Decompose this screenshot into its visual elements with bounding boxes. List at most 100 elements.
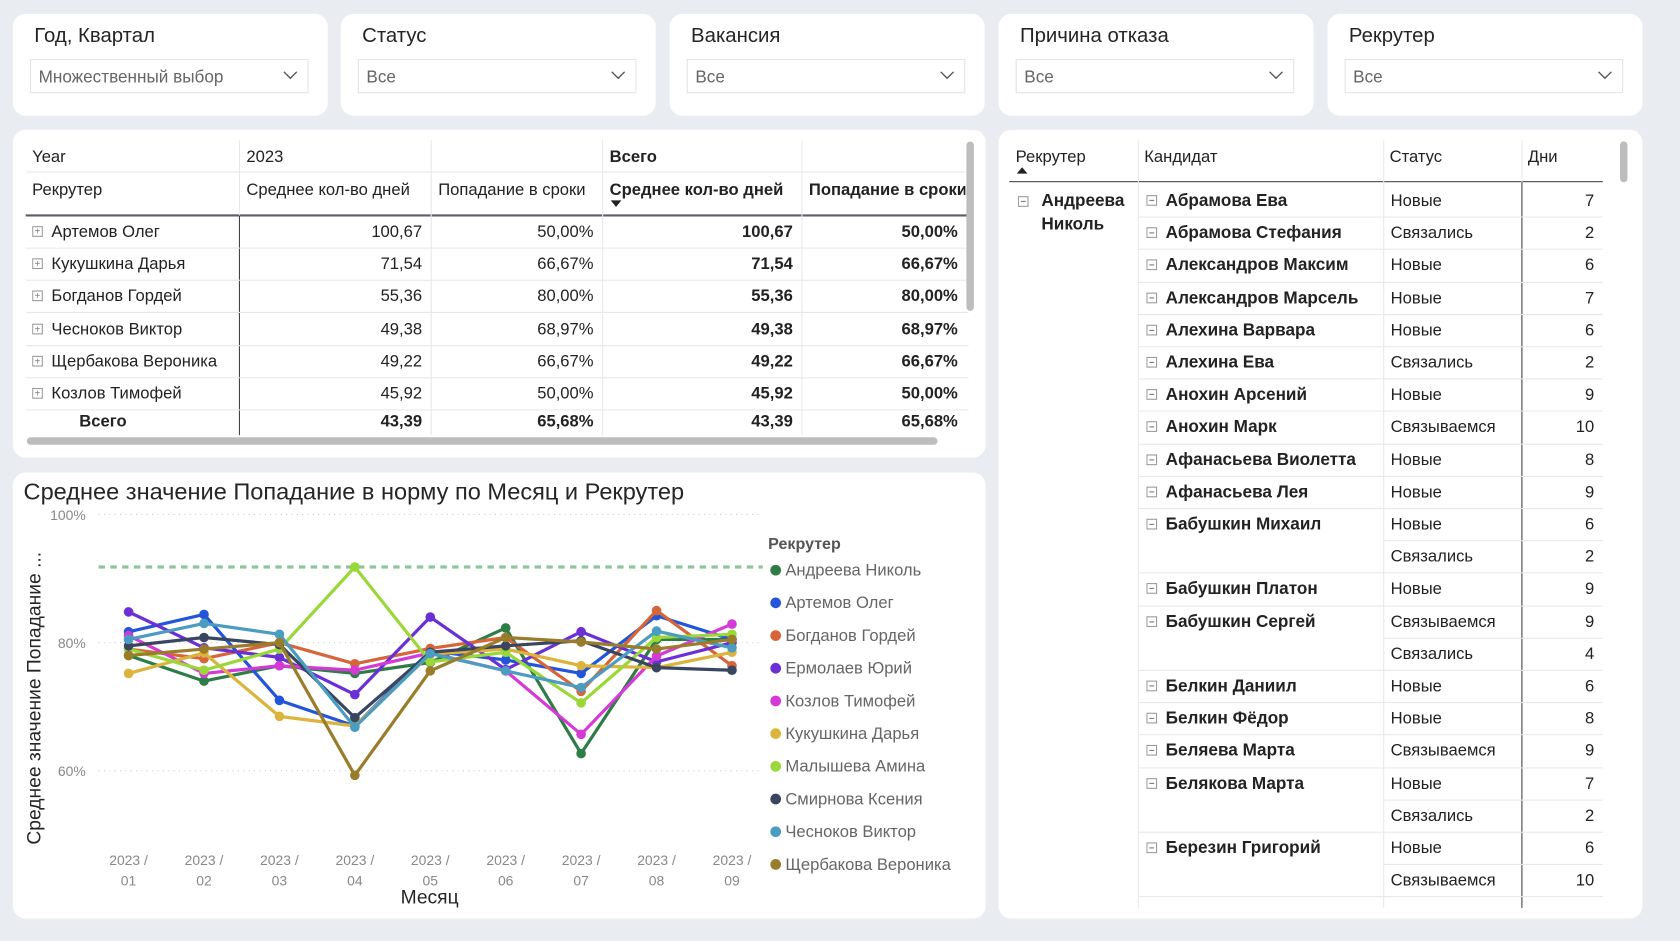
days-cell: 10: [1575, 418, 1595, 437]
x-axis-title: Месяц: [401, 888, 459, 909]
days-cell: 2: [1585, 353, 1595, 372]
candidate-name[interactable]: − Бабушкин Платон: [1146, 580, 1387, 599]
collapse-icon[interactable]: −: [1146, 454, 1158, 465]
collapse-icon[interactable]: −: [1146, 615, 1158, 627]
candidate-name[interactable]: − Белякова Марта: [1146, 774, 1387, 793]
expand-icon[interactable]: +: [32, 323, 43, 334]
collapse-icon[interactable]: −: [1146, 356, 1158, 368]
detail-column-header[interactable]: Статус: [1390, 148, 1520, 167]
collapse-icon[interactable]: −: [1146, 842, 1158, 854]
collapse-icon[interactable]: −: [1146, 227, 1158, 239]
data-point: [199, 665, 209, 676]
candidate-name[interactable]: − Беляева Марта: [1146, 742, 1387, 761]
filter-dropdown[interactable]: Все: [1015, 58, 1295, 94]
expand-icon[interactable]: +: [32, 355, 43, 367]
expand-icon[interactable]: +: [32, 387, 43, 399]
matrix-vertical-scrollbar[interactable]: [966, 141, 974, 311]
collapse-icon[interactable]: −: [1146, 324, 1158, 336]
days-cell: 9: [1585, 612, 1595, 631]
column-header[interactable]: Попадание в сроки: [438, 181, 601, 200]
days-cell: 8: [1585, 709, 1595, 728]
legend-marker: [770, 630, 782, 641]
data-point: [274, 695, 285, 706]
column-header[interactable]: Среднее кол-во дней: [610, 181, 801, 200]
filter-dropdown[interactable]: Все: [1344, 58, 1624, 94]
collapse-icon[interactable]: −: [1146, 486, 1158, 498]
matrix-cell: 55,36: [751, 287, 793, 306]
data-point: [651, 626, 662, 636]
collapse-icon[interactable]: −: [1146, 583, 1158, 595]
collapse-icon[interactable]: −: [1146, 389, 1158, 400]
candidate-name[interactable]: − Афанасьева Виолетта: [1146, 451, 1387, 470]
data-point: [576, 682, 586, 693]
expand-icon[interactable]: +: [32, 226, 43, 237]
collapse-icon[interactable]: −: [1146, 680, 1158, 692]
matrix-row-label[interactable]: + Чесноков Виктор: [32, 320, 241, 339]
filter-title: Рекрутер: [1348, 24, 1435, 48]
collapse-icon[interactable]: −: [1146, 195, 1158, 206]
candidate-label: Алехина Варвара: [1165, 321, 1315, 340]
detail-column-header[interactable]: Рекрутер: [1016, 148, 1136, 167]
total-cell: 43,39: [751, 412, 793, 431]
data-point: [350, 770, 360, 781]
expand-icon[interactable]: +: [32, 290, 43, 302]
days-cell: 9: [1585, 386, 1595, 405]
collapse-icon[interactable]: −: [1146, 777, 1158, 789]
matrix-cell: 50,00%: [901, 222, 958, 242]
candidate-name[interactable]: − Алехина Ева: [1146, 354, 1387, 373]
total-row-label: Всего: [79, 412, 127, 431]
column-header[interactable]: Попадание в сроки: [809, 181, 965, 200]
status-cell: Новые: [1390, 321, 1442, 340]
detail-vertical-scrollbar[interactable]: [1619, 141, 1628, 183]
filter-card: Статус Все: [340, 13, 656, 116]
collapse-icon[interactable]: −: [1146, 292, 1158, 303]
collapse-icon[interactable]: −: [1146, 421, 1158, 433]
collapse-icon[interactable]: −: [1017, 196, 1029, 207]
x-tick-label: 2023 /04: [335, 852, 374, 888]
candidate-name[interactable]: − Абрамова Стефания: [1146, 224, 1387, 243]
data-point: [500, 632, 511, 643]
collapse-icon[interactable]: −: [1146, 745, 1158, 757]
collapse-icon[interactable]: −: [1146, 712, 1158, 724]
recruiter-matrix-card: Year 2023 Всего Рекрутер Среднее кол-во дней…: [12, 129, 986, 458]
data-point: [123, 650, 134, 661]
total-group-header: Всего: [609, 147, 657, 167]
collapse-icon[interactable]: −: [1146, 259, 1158, 271]
candidate-name[interactable]: − Белкин Даниил: [1146, 677, 1387, 696]
data-point: [727, 665, 737, 676]
column-header-label: Попадание в сроки: [438, 181, 586, 200]
candidate-label: Бабушкин Михаил: [1165, 515, 1322, 534]
column-header[interactable]: Среднее кол-во дней: [246, 181, 429, 200]
candidate-name[interactable]: − Анохин Марк: [1146, 418, 1387, 437]
candidate-name[interactable]: − Абрамова Ева: [1146, 192, 1387, 211]
data-point: [500, 641, 511, 651]
candidate-name[interactable]: − Бабушкин Михаил: [1146, 516, 1387, 535]
matrix-cell: 49,22: [751, 352, 793, 371]
expand-icon[interactable]: +: [32, 258, 43, 270]
detail-column-header[interactable]: Кандидат: [1144, 148, 1381, 167]
matrix-row-label[interactable]: + Кукушкина Дарья: [32, 255, 241, 274]
candidate-name[interactable]: − Алехина Варвара: [1146, 321, 1387, 340]
matrix-row-label[interactable]: + Артемов Олег: [32, 223, 241, 242]
candidate-name[interactable]: − Анохин Арсений: [1146, 386, 1387, 405]
candidate-name[interactable]: − Александров Максим: [1146, 257, 1387, 276]
matrix-row-label[interactable]: + Щербакова Вероника: [32, 352, 241, 371]
matrix-row-label[interactable]: + Богданов Гордей: [32, 288, 241, 307]
detail-column-header[interactable]: Дни: [1528, 148, 1601, 167]
y-tick-label: 80%: [58, 635, 86, 651]
candidate-name[interactable]: − Александров Марсель: [1146, 289, 1387, 308]
collapse-icon[interactable]: −: [1146, 518, 1158, 530]
candidate-name[interactable]: − Бабушкин Сергей: [1146, 613, 1387, 632]
recruiter-name: Артемов Олег: [51, 222, 160, 242]
matrix-row-label[interactable]: + Козлов Тимофей: [32, 385, 241, 404]
matrix-horizontal-scrollbar[interactable]: [26, 437, 938, 445]
filter-dropdown[interactable]: Множественный выбор: [29, 58, 309, 94]
recruiter-group[interactable]: − Андреева Николь: [1017, 190, 1144, 237]
filter-dropdown[interactable]: Все: [686, 58, 966, 94]
candidate-name[interactable]: − Березин Григорий: [1146, 839, 1387, 858]
candidate-name[interactable]: − Белкин Фёдор: [1146, 710, 1387, 729]
status-cell: Связались: [1390, 547, 1474, 567]
status-cell: Связываемся: [1390, 612, 1496, 631]
filter-dropdown[interactable]: Все: [357, 58, 637, 94]
candidate-name[interactable]: − Афанасьева Лея: [1146, 483, 1387, 502]
